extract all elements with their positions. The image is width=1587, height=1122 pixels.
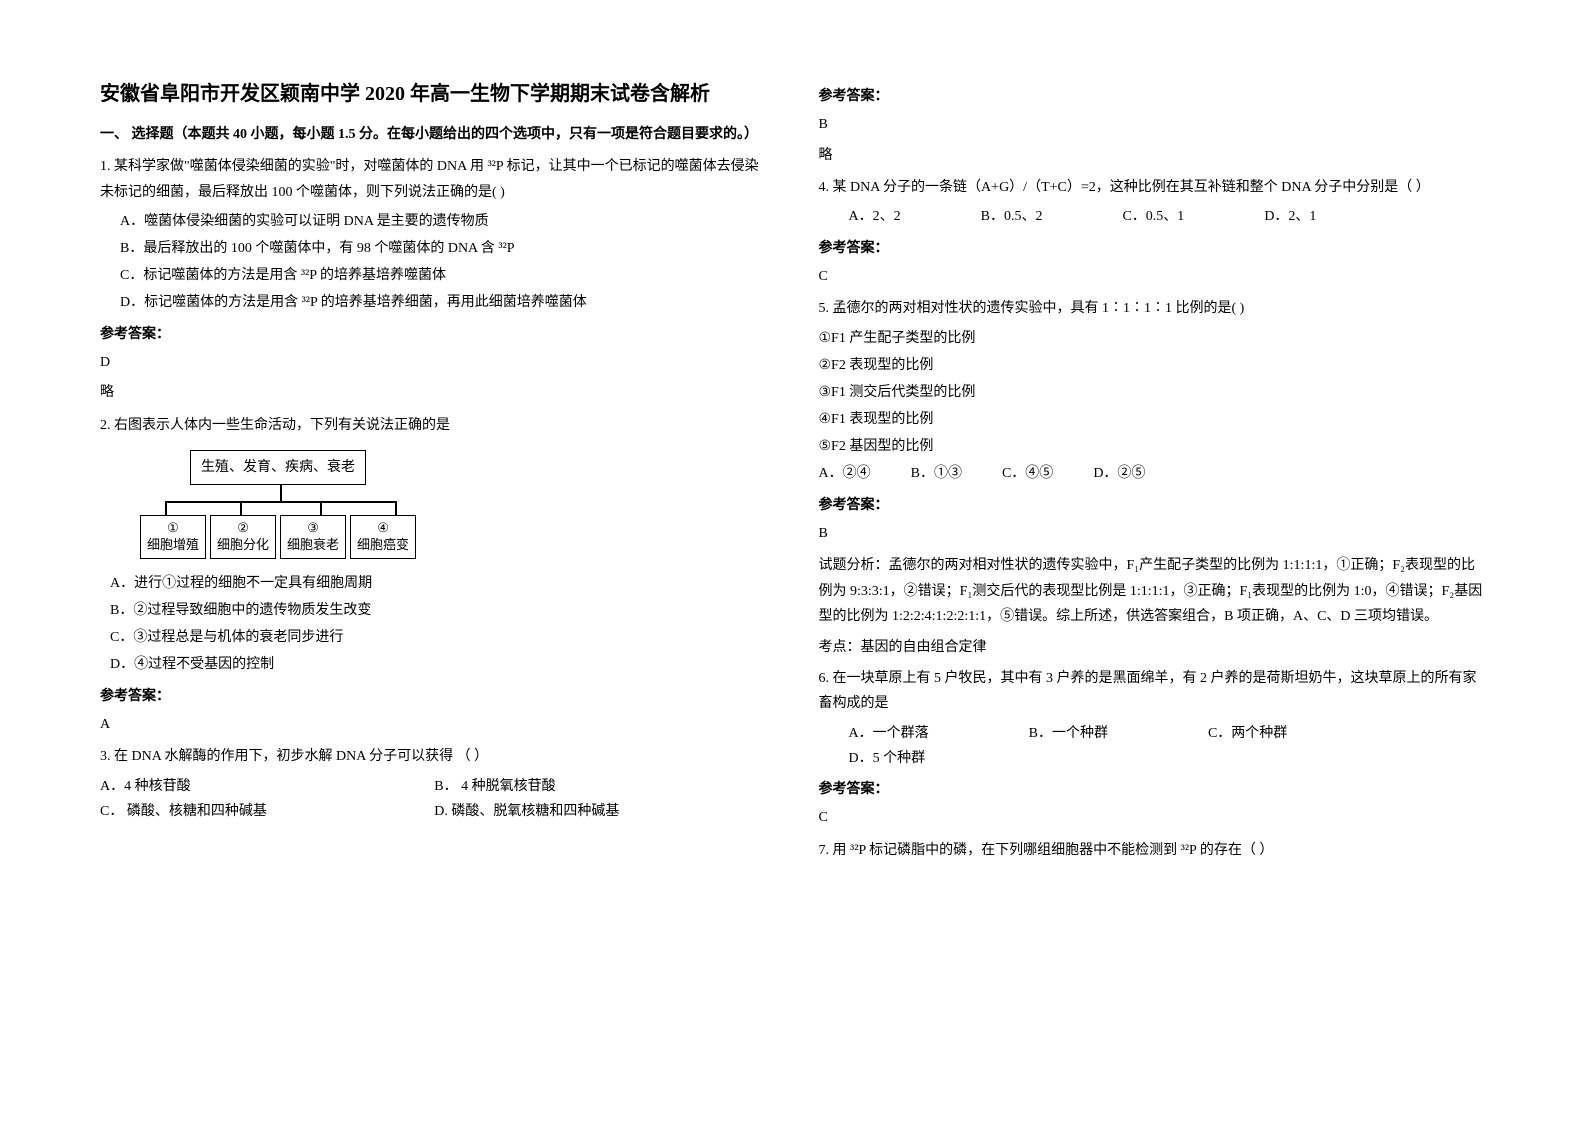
q7-stem: 7. 用 ³²P 标记磷脂中的磷，在下列哪组细胞器中不能检测到 ³²P 的存在（… — [819, 838, 1488, 863]
q3-option-a: A．4 种核苷酸 — [100, 774, 434, 799]
cell2-num: ② — [217, 520, 269, 537]
q4-stem: 4. 某 DNA 分子的一条链（A+G）/（T+C）=2，这种比例在其互补链和整… — [819, 175, 1488, 200]
cell3-text: 细胞衰老 — [287, 537, 339, 552]
q5-option-d: D．②⑤ — [1093, 461, 1145, 486]
q3-option-d: D. 磷酸、脱氧核糖和四种碱基 — [434, 799, 768, 824]
q2-option-b: B．②过程导致细胞中的遗传物质发生改变 — [100, 598, 769, 623]
cell4-text: 细胞癌变 — [357, 537, 409, 552]
q5-options: A．②④ B．①③ C．④⑤ D．②⑤ — [819, 461, 1488, 486]
q1-answer-label: 参考答案： — [100, 324, 769, 346]
diagram-vline-2 — [240, 501, 242, 515]
diagram-bottom-row: ① 细胞增殖 ② 细胞分化 ③ 细胞衰老 ④ 细胞癌变 — [140, 515, 769, 559]
left-column: 安徽省阜阳市开发区颖南中学 2020 年高一生物下学期期末试卷含解析 一、 选择… — [100, 80, 769, 871]
q5-option-a: A．②④ — [819, 461, 871, 486]
diagram-vline-4 — [395, 501, 397, 515]
q3-answer-label: 参考答案： — [819, 86, 1488, 108]
q1-option-b: B．最后释放出的 100 个噬菌体中，有 98 个噬菌体的 DNA 含 ³²P — [100, 236, 769, 261]
question-2: 2. 右图表示人体内一些生命活动，下列有关说法正确的是 生殖、发育、疾病、衰老 … — [100, 413, 769, 678]
q5-analysis: 试题分析：孟德尔的两对相对性状的遗传实验中，F₁产生配子类型的比例为 1:1:1… — [819, 553, 1488, 629]
cell4-num: ④ — [357, 520, 409, 537]
q5-point: 考点：基因的自由组合定律 — [819, 635, 1488, 660]
cell2-text: 细胞分化 — [217, 537, 269, 552]
q2-option-c: C．③过程总是与机体的衰老同步进行 — [100, 625, 769, 650]
q1-answer: D — [100, 352, 769, 374]
q6-options-row1: A．一个群落 B．一个种群 C．两个种群 — [819, 721, 1488, 746]
q3-stem: 3. 在 DNA 水解酶的作用下，初步水解 DNA 分子可以获得 （ ） — [100, 744, 769, 769]
q4-option-b: B．0.5、2 — [981, 204, 1043, 229]
q1-note: 略 — [100, 382, 769, 404]
q5-stem: 5. 孟德尔的两对相对性状的遗传实验中，具有 1∶1∶1∶1 比例的是( ) — [819, 296, 1488, 321]
q5-item1: ①F1 产生配子类型的比例 — [819, 326, 1488, 351]
diagram-vline-3 — [320, 501, 322, 515]
q6-option-a: A．一个群落 — [849, 721, 929, 746]
q1-stem: 1. 某科学家做"噬菌体侵染细菌的实验"时，对噬菌体的 DNA 用 ³²P 标记… — [100, 154, 769, 204]
diagram-cell-1: ① 细胞增殖 — [140, 515, 206, 559]
cell1-text: 细胞增殖 — [147, 537, 199, 552]
cell1-num: ① — [147, 520, 199, 537]
q4-answer-label: 参考答案： — [819, 238, 1488, 260]
q2-option-a: A．进行①过程的细胞不一定具有细胞周期 — [100, 571, 769, 596]
q4-answer: C — [819, 266, 1488, 288]
q3-note: 略 — [819, 145, 1488, 167]
diagram-connector — [140, 491, 420, 515]
question-6: 6. 在一块草原上有 5 户牧民，其中有 3 户养的是黑面绵羊，有 2 户养的是… — [819, 666, 1488, 771]
question-7: 7. 用 ³²P 标记磷脂中的磷，在下列哪组细胞器中不能检测到 ³²P 的存在（… — [819, 838, 1488, 863]
question-4: 4. 某 DNA 分子的一条链（A+G）/（T+C）=2，这种比例在其互补链和整… — [819, 175, 1488, 229]
q4-option-d: D．2、1 — [1264, 204, 1316, 229]
diagram-cell-2: ② 细胞分化 — [210, 515, 276, 559]
question-3: 3. 在 DNA 水解酶的作用下，初步水解 DNA 分子可以获得 （ ） A．4… — [100, 744, 769, 824]
section-header: 一、 选择题（本题共 40 小题，每小题 1.5 分。在每小题给出的四个选项中，… — [100, 124, 769, 146]
q5-answer-label: 参考答案： — [819, 495, 1488, 517]
q6-option-d: D．5 个种群 — [819, 746, 1488, 771]
diagram-cell-3: ③ 细胞衰老 — [280, 515, 346, 559]
q6-option-b: B．一个种群 — [1029, 721, 1108, 746]
cell3-num: ③ — [287, 520, 339, 537]
right-column: 参考答案： B 略 4. 某 DNA 分子的一条链（A+G）/（T+C）=2，这… — [819, 80, 1488, 871]
q4-option-a: A．2、2 — [849, 204, 901, 229]
q1-option-a: A．噬菌体侵染细菌的实验可以证明 DNA 是主要的遗传物质 — [100, 209, 769, 234]
q6-option-c: C．两个种群 — [1208, 721, 1287, 746]
q5-answer: B — [819, 523, 1488, 545]
question-5: 5. 孟德尔的两对相对性状的遗传实验中，具有 1∶1∶1∶1 比例的是( ) ①… — [819, 296, 1488, 486]
question-1: 1. 某科学家做"噬菌体侵染细菌的实验"时，对噬菌体的 DNA 用 ³²P 标记… — [100, 154, 769, 315]
q5-option-b: B．①③ — [911, 461, 962, 486]
q1-option-c: C．标记噬菌体的方法是用含 ³²P 的培养基培养噬菌体 — [100, 263, 769, 288]
document-title: 安徽省阜阳市开发区颖南中学 2020 年高一生物下学期期末试卷含解析 — [100, 80, 769, 108]
diagram-vline-main — [280, 485, 282, 501]
q4-option-c: C．0.5、1 — [1122, 204, 1184, 229]
q5-item4: ④F1 表现型的比例 — [819, 407, 1488, 432]
q2-answer-label: 参考答案： — [100, 686, 769, 708]
q4-options: A．2、2 B．0.5、2 C．0.5、1 D．2、1 — [819, 204, 1488, 229]
q3-option-c: C． 磷酸、核糖和四种碱基 — [100, 799, 434, 824]
diagram-top-box: 生殖、发育、疾病、衰老 — [190, 450, 366, 485]
q6-answer: C — [819, 807, 1488, 829]
q2-diagram: 生殖、发育、疾病、衰老 ① 细胞增殖 ② 细胞分化 — [140, 450, 769, 559]
q3-answer: B — [819, 114, 1488, 136]
q2-option-d: D．④过程不受基因的控制 — [100, 652, 769, 677]
q5-item3: ③F1 测交后代类型的比例 — [819, 380, 1488, 405]
diagram-vline-1 — [165, 501, 167, 515]
q1-option-d: D．标记噬菌体的方法是用含 ³²P 的培养基培养细菌，再用此细菌培养噬菌体 — [100, 290, 769, 315]
q5-option-c: C．④⑤ — [1002, 461, 1053, 486]
diagram-hline — [165, 501, 395, 503]
diagram-cell-4: ④ 细胞癌变 — [350, 515, 416, 559]
q2-stem: 2. 右图表示人体内一些生命活动，下列有关说法正确的是 — [100, 413, 769, 438]
q3-option-b: B． 4 种脱氧核苷酸 — [434, 774, 768, 799]
q6-answer-label: 参考答案： — [819, 779, 1488, 801]
q5-item2: ②F2 表现型的比例 — [819, 353, 1488, 378]
q6-stem: 6. 在一块草原上有 5 户牧民，其中有 3 户养的是黑面绵羊，有 2 户养的是… — [819, 666, 1488, 716]
q2-answer: A — [100, 714, 769, 736]
q5-item5: ⑤F2 基因型的比例 — [819, 434, 1488, 459]
